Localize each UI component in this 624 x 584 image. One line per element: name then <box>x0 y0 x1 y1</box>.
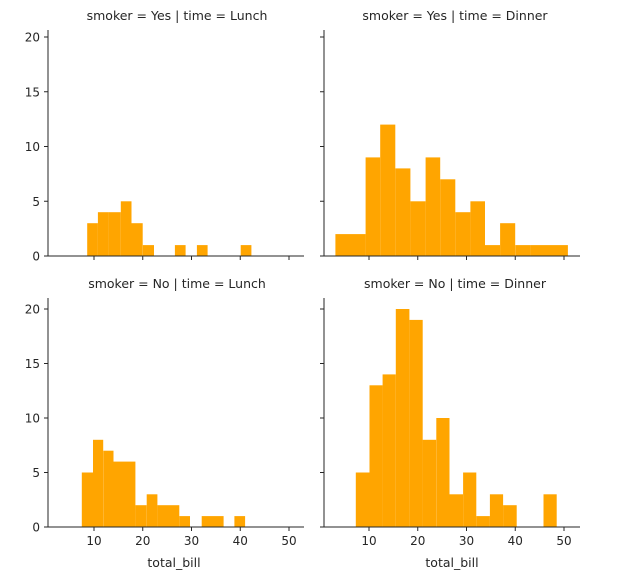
facet-1-bar <box>131 223 143 256</box>
facet-3-y-tick-label: 10 <box>25 412 40 426</box>
facet-4-bar <box>436 418 450 527</box>
facet-2-bar <box>455 212 471 256</box>
facet-2-bar <box>545 245 568 256</box>
facet-4-bar <box>489 494 504 527</box>
facet-3-bar <box>201 516 224 527</box>
facet-1-bar <box>108 212 121 256</box>
facet-1-bar <box>87 223 98 256</box>
facet-2-bar <box>395 168 411 256</box>
facet-3-bar <box>113 461 136 527</box>
facet-1-y-tick-label: 20 <box>25 31 40 45</box>
facet-2-bar <box>470 201 485 257</box>
facet-4-bar <box>395 309 410 527</box>
facet-2-bar <box>410 201 426 257</box>
facet-1-bar <box>174 245 186 256</box>
facet-4-x-axis-label: total_bill <box>425 555 478 570</box>
facet-3-y-tick-label: 15 <box>25 357 40 371</box>
facet-4-x-tick-label: 30 <box>459 534 474 548</box>
facet-3-bar <box>81 472 93 527</box>
facet-2-bar <box>350 234 366 256</box>
facet-4-x-tick-label: 50 <box>556 534 571 548</box>
facet-4-x-tick-label: 20 <box>410 534 425 548</box>
facet-4-x-tick-label: 40 <box>508 534 523 548</box>
facet-4-bar <box>476 516 490 527</box>
facet-1-y-tick-label: 5 <box>32 195 40 209</box>
facet-3-x-tick-label: 10 <box>86 534 101 548</box>
facet-3-x-axis-label: total_bill <box>147 555 200 570</box>
facet-1-bar <box>240 245 252 256</box>
facet-1-y-tick-label: 15 <box>25 85 40 99</box>
facet-4-bar <box>422 439 437 527</box>
facet-3-bar <box>135 505 147 527</box>
facet-1-title: smoker = Yes | time = Lunch <box>87 8 268 23</box>
facet-4-bar <box>355 472 370 527</box>
facet-3-bar <box>234 516 246 527</box>
facet-2-bar <box>380 124 396 256</box>
facet-1-bar <box>196 245 208 256</box>
facet-4-bar <box>369 385 383 527</box>
facet-4-bar <box>503 505 517 527</box>
facet-2-bar <box>515 245 531 256</box>
facet-1-bar <box>97 212 109 256</box>
facet-3-bar <box>103 450 114 527</box>
facet-3-bar <box>157 505 180 527</box>
facet-3-bar <box>146 494 158 527</box>
facet-3-bar <box>179 516 190 527</box>
facet-2-bar <box>335 234 351 256</box>
facet-4-bar <box>449 494 463 527</box>
facet-4-x-tick-label: 10 <box>361 534 376 548</box>
facet-3-y-tick-label: 0 <box>32 521 40 535</box>
facet-1-y-tick-label: 10 <box>25 140 40 154</box>
facet-3-y-tick-label: 5 <box>32 466 40 480</box>
facet-4-bar <box>543 494 557 527</box>
facet-2-bar <box>440 179 456 256</box>
facet-4-bar <box>409 319 423 527</box>
facet-3-x-tick-label: 30 <box>184 534 199 548</box>
facet-1-bar <box>120 201 132 257</box>
facet-3-x-tick-label: 50 <box>281 534 296 548</box>
facet-2-bar <box>425 157 441 256</box>
facet-2-bar <box>530 245 545 256</box>
facet-2-bar <box>500 223 516 256</box>
facet-1-y-tick-label: 0 <box>32 250 40 264</box>
facet-3-x-tick-label: 20 <box>135 534 150 548</box>
facet-3-x-tick-label: 40 <box>233 534 248 548</box>
facet-3-bar <box>93 439 104 527</box>
facet-2-bar <box>365 157 381 256</box>
facet-3-title: smoker = No | time = Lunch <box>88 276 266 291</box>
facet-1-bar <box>142 245 154 256</box>
facet-3-y-tick-label: 20 <box>25 303 40 317</box>
facet-4-title: smoker = No | time = Dinner <box>364 276 547 291</box>
facet-2-title: smoker = Yes | time = Dinner <box>362 8 548 23</box>
facet-2-bar <box>485 245 501 256</box>
facet-4-bar <box>463 472 477 527</box>
facet-4-bar <box>382 374 396 527</box>
